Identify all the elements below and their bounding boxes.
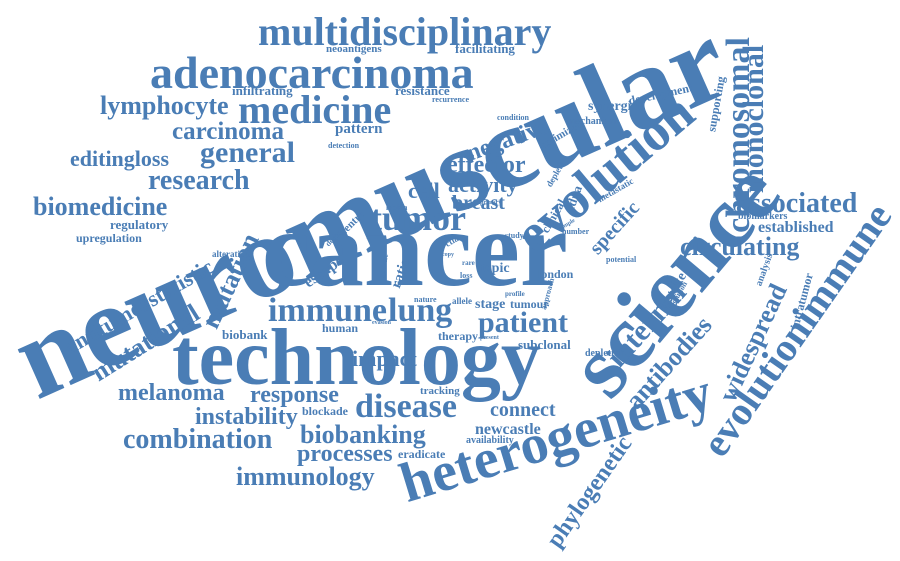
word-multidisciplinary: multidisciplinary [258,9,552,54]
word-depletion: depletion [585,348,625,359]
word-editingloss: editingloss [70,146,170,171]
word-connect: connect [490,399,556,421]
word-melanoma: melanoma [118,380,225,406]
word-impact: impact [352,346,417,371]
word-established: established [758,219,834,236]
word-adenocarcinoma: adenocarcinoma [150,47,474,98]
word-evasion: evasion [372,320,392,326]
word-copy: copy [442,252,454,258]
word-detection: detection [328,141,360,150]
word-biobank: biobank [222,327,268,342]
word-facilitating: facilitating [455,41,515,56]
word-lobbla: lobbla [386,203,408,212]
word-medicine: medicine [238,87,392,132]
word-mechanism: mechanism [568,116,617,127]
word-synergize: synergize [588,99,644,114]
word-disease: disease [355,388,457,425]
word-blockade: blockade [302,404,349,418]
word-profile: profile [505,290,525,298]
word-cancer: cancer [262,190,568,309]
word-technology: technology [172,314,541,402]
word-response: response [250,382,339,408]
word-human: human [322,321,359,335]
word-allele: allele [452,296,472,306]
word-loss: loss [460,271,473,280]
word-monoclonal: monoclonal [737,44,771,194]
word-stage: stage [475,297,506,312]
word-subclonal: subclonal [518,337,571,352]
word-lymphocyte: lymphocyte [100,91,229,120]
word-potential: potential [606,255,637,264]
word-patient: patient [478,306,568,339]
word-biomedicine: biomedicine [33,192,168,221]
word-carcinoma: carcinoma [172,118,285,145]
word-biobanking: biobanking [300,420,426,449]
word-effector: effector [447,152,526,178]
word-cell: cell [408,178,440,203]
word-immune: immune [268,292,387,329]
word-therapy: therapy [438,329,478,343]
word-study: study [505,231,524,240]
word-associated: associated [736,188,858,219]
word-alteration: alteration [212,249,250,259]
word-research: research [148,165,250,196]
word-neoantigens: neoantigens [326,43,382,55]
word-present: present [480,335,499,341]
word-number: number [562,227,590,236]
word-processes: processes [297,441,393,467]
word-combination: combination [123,424,273,455]
word-newcastle: newcastle [475,421,541,438]
word-resistance: resistance [395,83,450,98]
word-general: general [200,136,295,169]
word-recurrence: recurrence [432,95,470,104]
word-breast: breast [452,192,505,214]
word-tracking: tracking [420,385,460,397]
word-lung: lung [388,292,453,329]
word-pattern: pattern [335,121,383,137]
word-circulating: circulating [680,232,800,261]
word-infiltrating: infiltrating [232,83,293,98]
word-tumor: tumor [370,198,466,238]
word-topic: topic [480,261,510,276]
word-condition: condition [497,113,530,122]
word-london: london [538,267,574,281]
word-activity: activity [448,172,518,197]
word-eradicate: eradicate [398,447,446,461]
word-primary: primary [480,200,502,206]
word-nature: nature [414,295,437,304]
word-upregulation: upregulation [76,231,142,245]
word-immunology: immunology [236,462,375,491]
word-instability: instability [195,404,298,430]
word-tumour: tumour [510,297,549,311]
word-regulatory: regulatory [110,217,169,232]
word-availability: availability [466,435,514,446]
word-rare: rare [462,259,475,267]
word-biomarkers: biomarkers [738,211,788,222]
